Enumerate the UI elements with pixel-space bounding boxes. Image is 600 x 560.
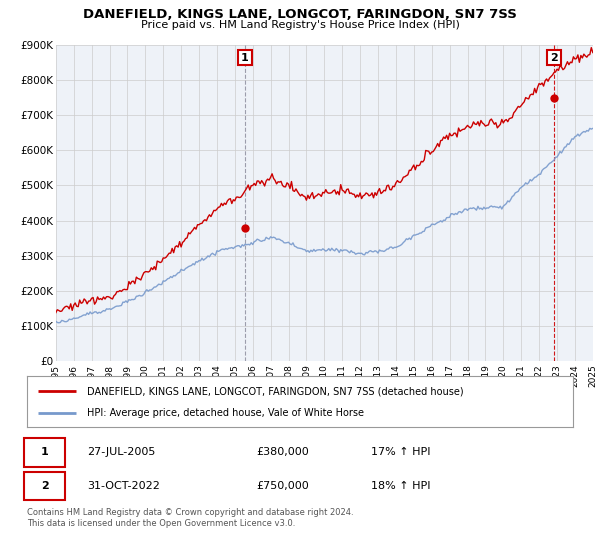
Text: £750,000: £750,000 bbox=[256, 481, 309, 491]
Text: 18% ↑ HPI: 18% ↑ HPI bbox=[371, 481, 430, 491]
Text: 1: 1 bbox=[41, 447, 49, 458]
Text: 31-OCT-2022: 31-OCT-2022 bbox=[87, 481, 160, 491]
Text: 2: 2 bbox=[550, 53, 558, 63]
Text: £380,000: £380,000 bbox=[256, 447, 309, 458]
Text: 27-JUL-2005: 27-JUL-2005 bbox=[87, 447, 155, 458]
FancyBboxPatch shape bbox=[24, 438, 65, 466]
Text: Price paid vs. HM Land Registry's House Price Index (HPI): Price paid vs. HM Land Registry's House … bbox=[140, 20, 460, 30]
Text: HPI: Average price, detached house, Vale of White Horse: HPI: Average price, detached house, Vale… bbox=[87, 408, 364, 418]
Text: 1: 1 bbox=[241, 53, 249, 63]
Text: Contains HM Land Registry data © Crown copyright and database right 2024.
This d: Contains HM Land Registry data © Crown c… bbox=[27, 508, 353, 528]
Text: 2: 2 bbox=[41, 481, 49, 491]
Text: DANEFIELD, KINGS LANE, LONGCOT, FARINGDON, SN7 7SS (detached house): DANEFIELD, KINGS LANE, LONGCOT, FARINGDO… bbox=[87, 386, 464, 396]
FancyBboxPatch shape bbox=[24, 472, 65, 501]
Text: DANEFIELD, KINGS LANE, LONGCOT, FARINGDON, SN7 7SS: DANEFIELD, KINGS LANE, LONGCOT, FARINGDO… bbox=[83, 8, 517, 21]
Text: 17% ↑ HPI: 17% ↑ HPI bbox=[371, 447, 430, 458]
